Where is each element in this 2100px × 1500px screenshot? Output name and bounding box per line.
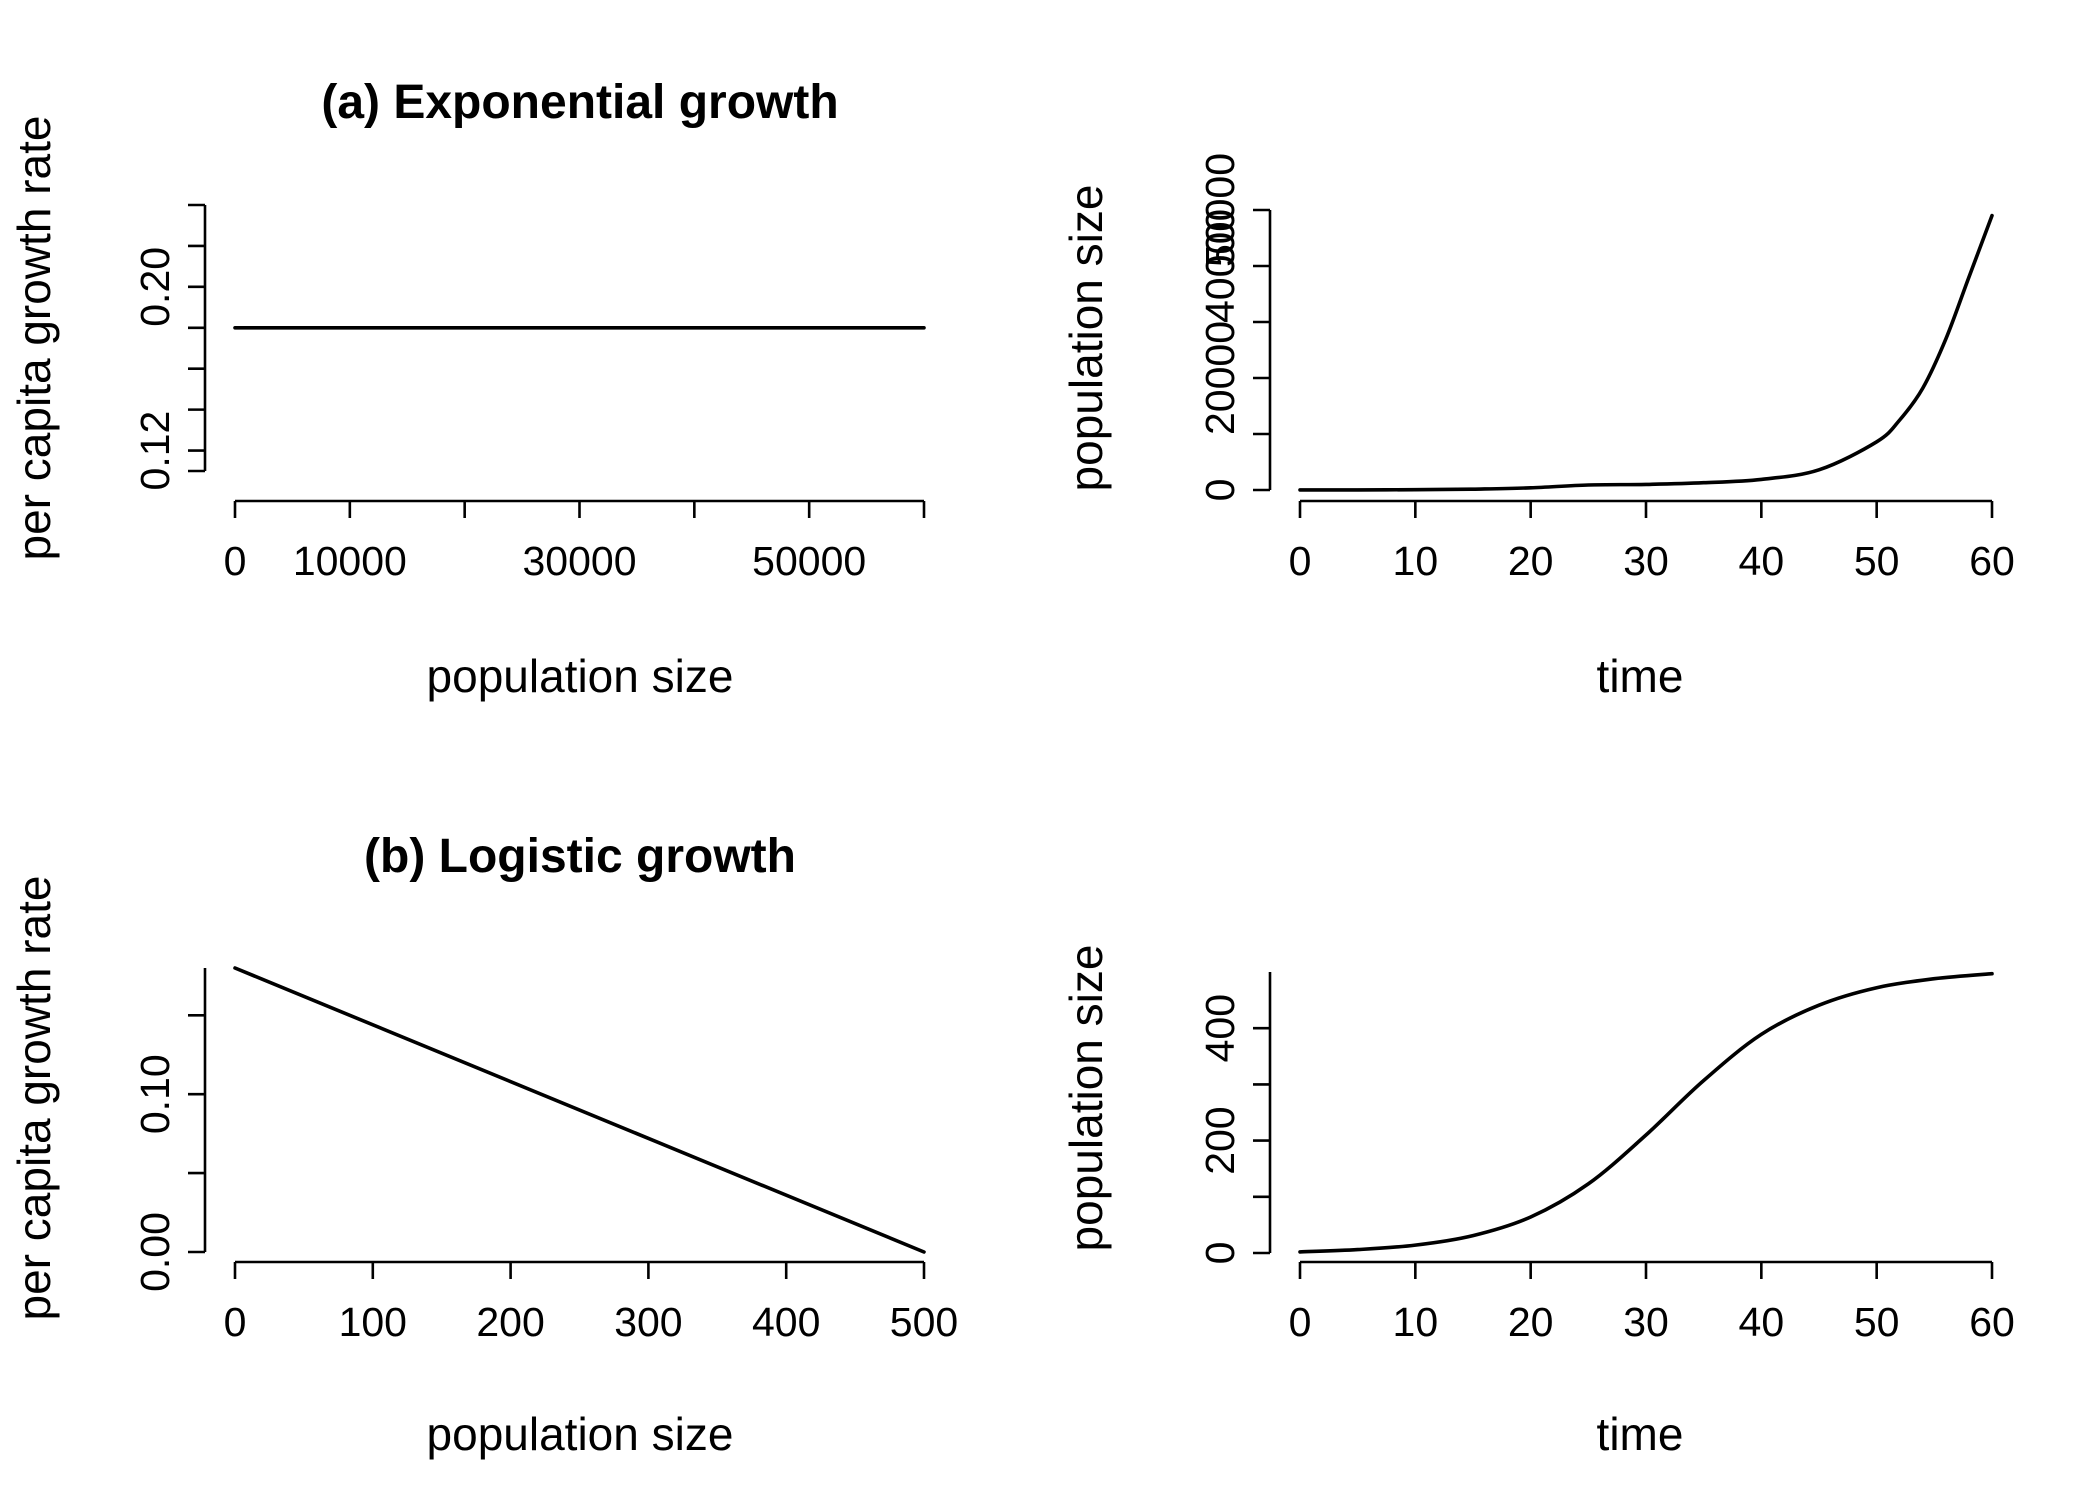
x-tick-label: 30 [1623,1299,1669,1345]
y-axis-label: per capita growth rate [8,116,60,561]
series-line [233,966,926,1254]
x-tick-label: 0 [1289,538,1312,584]
y-tick-label: 0.00 [132,1212,178,1292]
x-tick-label: 30000 [522,538,636,584]
x-tick-label: 10000 [293,538,407,584]
x-tick-label: 100 [339,1299,407,1345]
y-tick-label: 50000 [1197,153,1243,267]
x-tick-label: 400 [752,1299,820,1345]
x-tick-label: 10 [1393,538,1439,584]
x-axis-label: population size [427,1408,734,1460]
chart-title: (a) Exponential growth [321,76,838,129]
x-ticks: 0 100 200 300 400 500 [224,1262,958,1345]
y-tick-label: 40000 [1197,209,1243,323]
x-tick-label: 20 [1508,1299,1554,1345]
x-tick-label: 200 [476,1299,544,1345]
panel-exponential-rate: (a) Exponential growth population size p… [8,76,926,702]
x-ticks: 0 10 20 30 40 50 60 [1289,501,2015,584]
y-tick-label: 20000 [1197,321,1243,435]
y-axis-label: population size [1060,945,1112,1252]
x-tick-label: 50 [1854,538,1900,584]
x-tick-label: 30 [1623,538,1669,584]
y-tick-label: 0.20 [132,247,178,327]
y-ticks: 0.12 0.20 [132,203,205,491]
x-tick-label: 0 [224,538,247,584]
x-tick-label: 0 [1289,1299,1312,1345]
y-tick-label: 0.10 [132,1054,178,1134]
series-line [1298,213,1994,492]
y-ticks: 0 200 400 [1197,994,1270,1264]
x-ticks: 0 10 20 30 40 50 60 [1289,1262,2015,1345]
y-axis-label: per capita growth rate [8,876,60,1321]
x-tick-label: 60 [1969,538,2015,584]
x-tick-label: 0 [224,1299,247,1345]
x-tick-label: 40 [1739,538,1785,584]
x-tick-label: 500 [890,1299,958,1345]
panel-logistic-rate: (b) Logistic growth population size per … [8,830,958,1460]
x-axis-label: time [1597,1408,1684,1460]
x-tick-label: 20 [1508,538,1554,584]
panel-exponential-time: time population size 0 10 20 30 40 50 60 0 2000… [1060,153,2015,702]
y-axis-label: population size [1060,185,1112,492]
x-tick-label: 60 [1969,1299,2015,1345]
panel-logistic-time: time population size 0 10 20 30 40 50 60 0 200 4… [1060,945,2015,1460]
y-tick-label: 0 [1197,479,1243,502]
y-tick-label: 0 [1197,1242,1243,1265]
x-tick-label: 10 [1393,1299,1439,1345]
chart-title: (b) Logistic growth [364,830,796,883]
series-line [1298,971,1994,1254]
x-tick-label: 50 [1854,1299,1900,1345]
x-tick-label: 50000 [752,538,866,584]
x-axis-label: population size [427,650,734,702]
x-ticks: 0 10000 30000 50000 [224,501,926,584]
y-tick-label: 0.12 [132,411,178,491]
y-ticks: 0.00 0.10 [132,1014,205,1292]
x-tick-label: 300 [614,1299,682,1345]
x-axis-label: time [1597,650,1684,702]
y-tick-label: 400 [1197,994,1243,1062]
y-tick-label: 200 [1197,1106,1243,1174]
x-tick-label: 40 [1739,1299,1785,1345]
